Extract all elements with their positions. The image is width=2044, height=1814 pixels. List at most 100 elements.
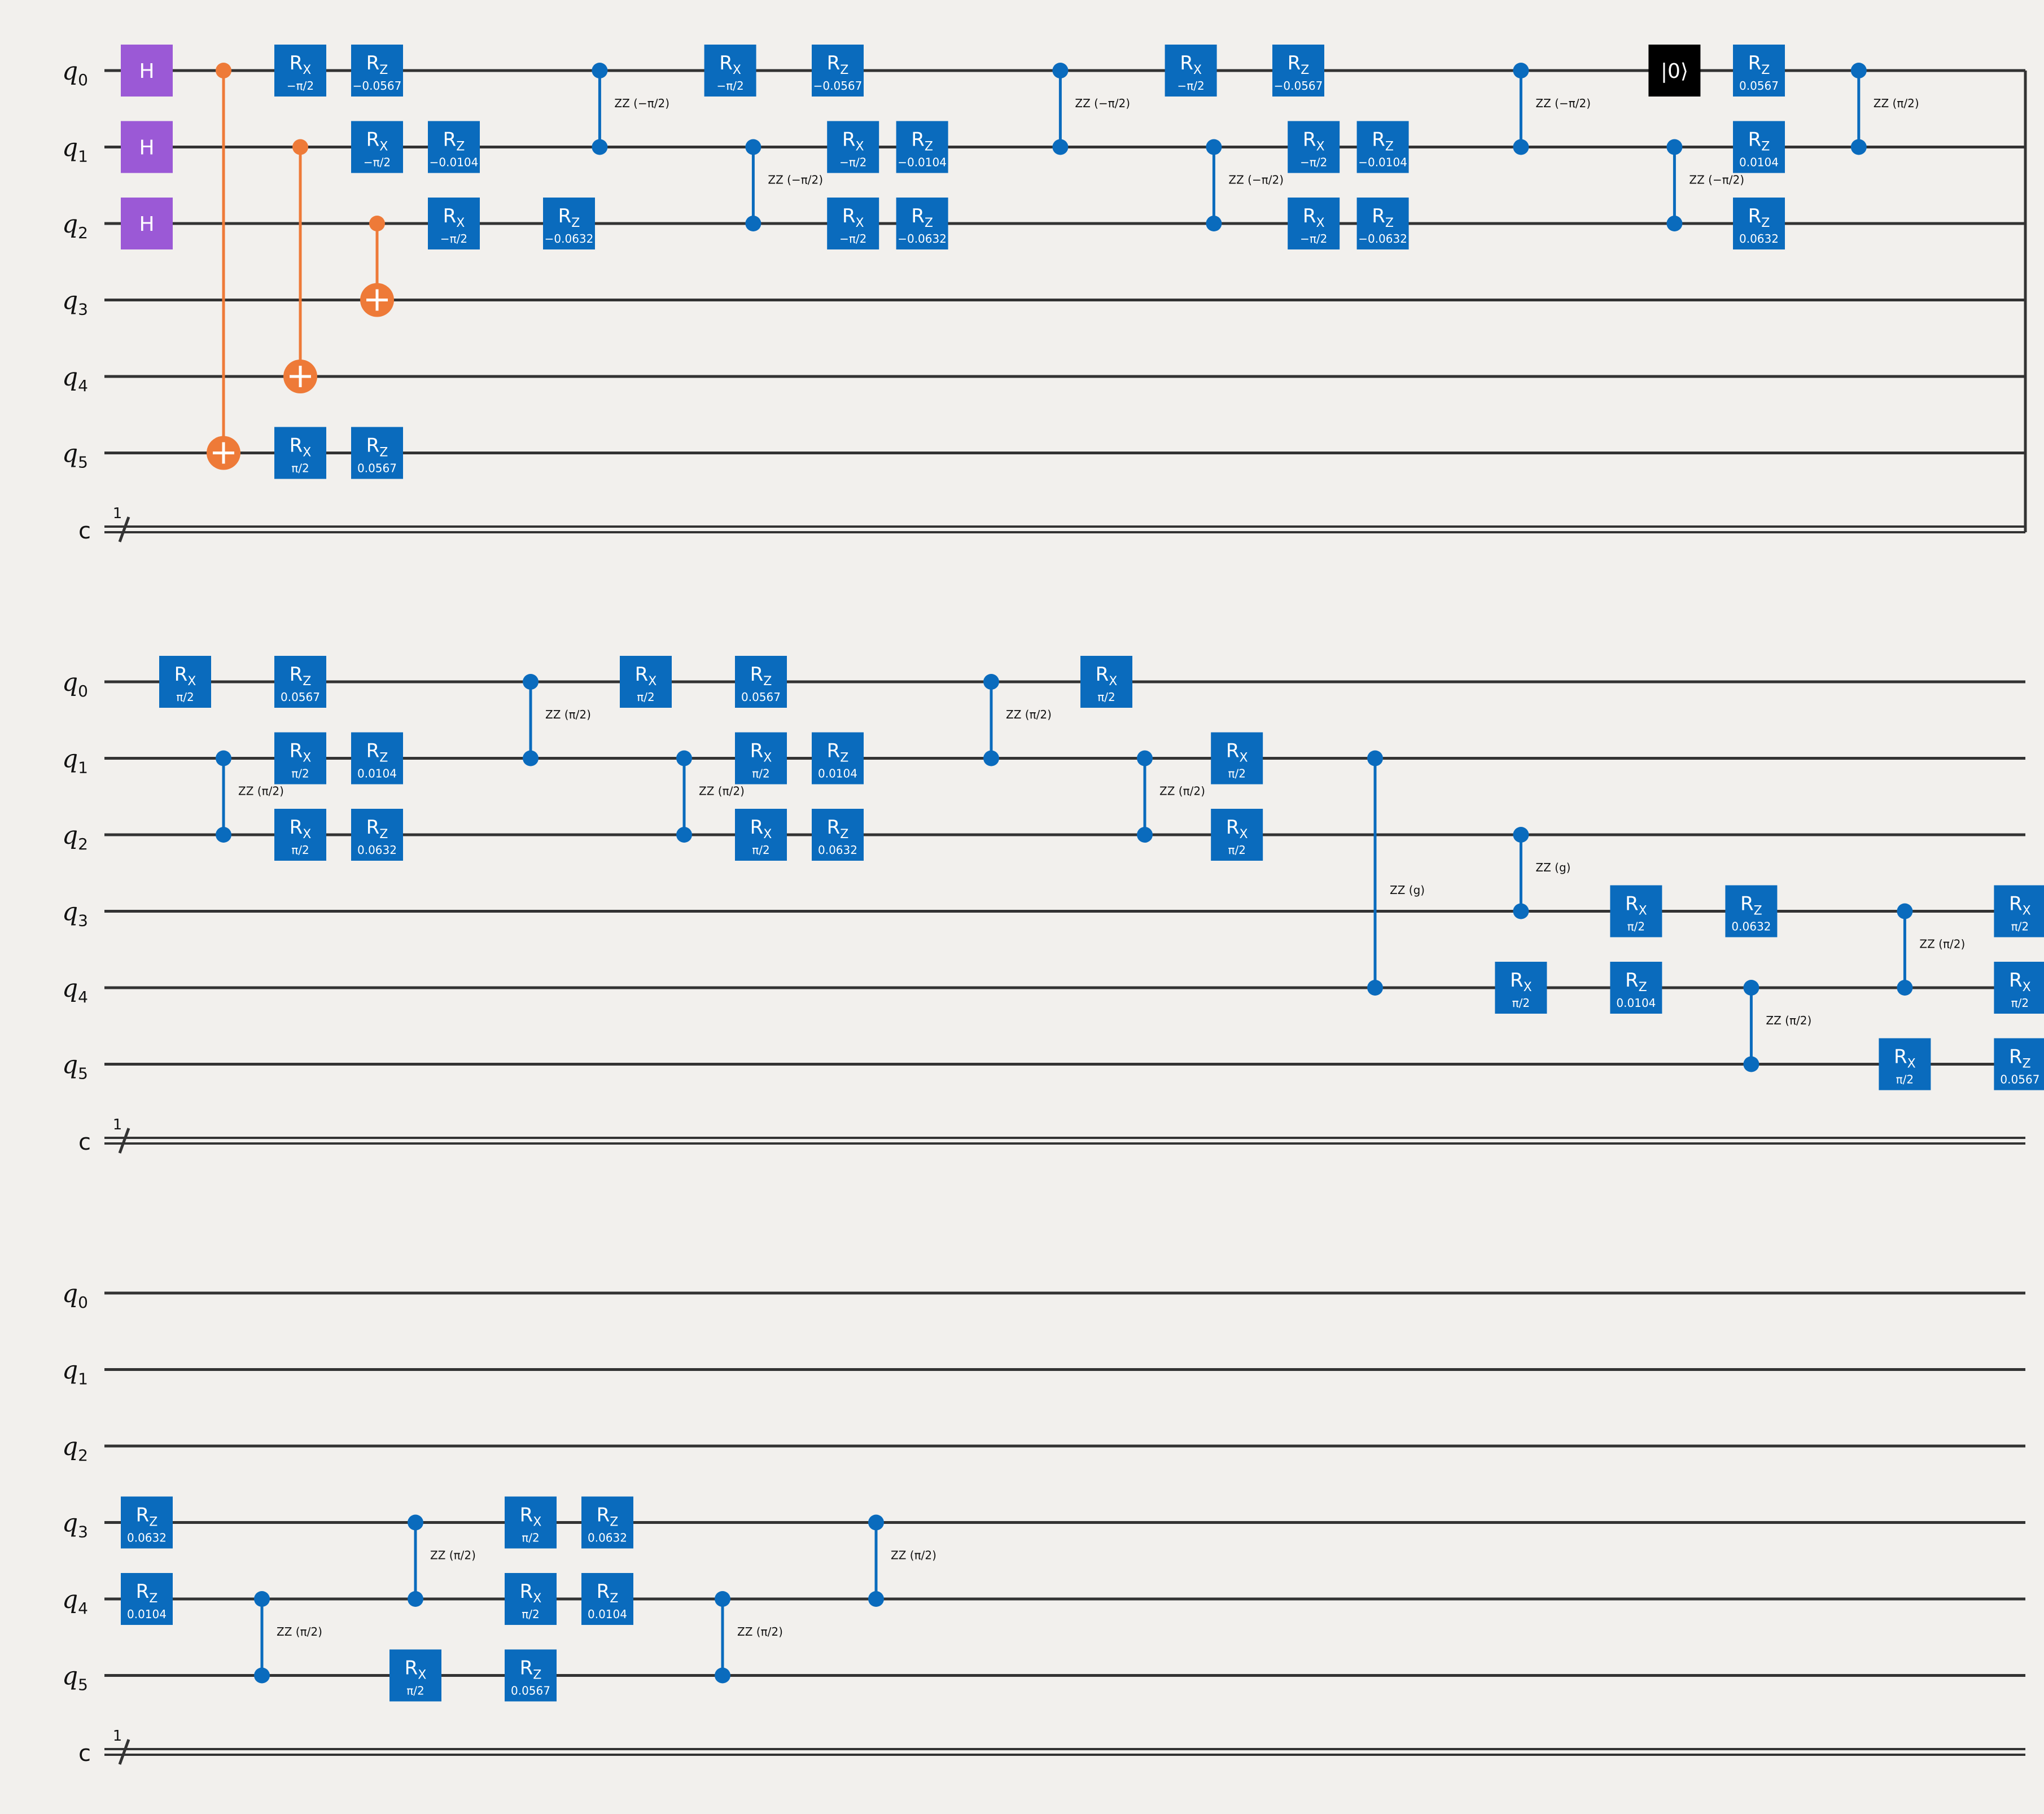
gate-name: RZ — [1748, 52, 1770, 77]
rx-gate: RX −π/2 — [1165, 45, 1217, 97]
rz-gate: RZ 0.0104 — [1733, 121, 1785, 173]
zz-label: ZZ (π/2) — [545, 708, 591, 721]
rx-gate: RX π/2 — [1211, 732, 1263, 785]
gate-param: −π/2 — [1177, 79, 1204, 93]
gate-box — [351, 45, 403, 97]
zz-gate: ZZ (π/2) — [408, 1514, 476, 1607]
gate-name: RZ — [366, 435, 388, 460]
gate-name: RX — [750, 740, 772, 765]
zz-label: ZZ (π/2) — [891, 1548, 936, 1562]
control-dot — [1666, 216, 1683, 231]
gate-param: π/2 — [1896, 1073, 1914, 1086]
control-dot — [254, 1667, 270, 1684]
gate-name: H — [139, 137, 154, 160]
qubit-label: q2 — [62, 210, 88, 242]
gate-param: π/2 — [522, 1531, 540, 1545]
gate-param: −π/2 — [1300, 156, 1327, 169]
gate-box — [1733, 45, 1785, 97]
gate-box — [1165, 45, 1217, 97]
gate-box — [1211, 732, 1263, 785]
gate-param: 0.0632 — [127, 1531, 167, 1545]
gate-name: RX — [290, 740, 312, 765]
gate-box — [274, 809, 326, 861]
qubit-label: q1 — [62, 745, 88, 777]
gate-name: RZ — [827, 52, 849, 77]
gate-box — [1610, 962, 1662, 1014]
gate-param: 0.0632 — [588, 1531, 627, 1545]
gate-box — [274, 45, 326, 97]
gate-box — [274, 656, 326, 708]
zz-label: ZZ (π/2) — [699, 784, 745, 798]
rx-gate: RX π/2 — [1879, 1038, 1931, 1090]
gate-param: 0.0567 — [741, 690, 781, 704]
gate-name: RX — [520, 1504, 542, 1530]
gate-box — [581, 1573, 633, 1625]
rz-gate: RZ −0.0567 — [351, 45, 403, 97]
gate-name: RZ — [290, 663, 312, 689]
gate-name: RX — [1303, 205, 1325, 230]
gate-param: −0.0104 — [898, 156, 947, 169]
gate-box — [351, 121, 403, 173]
gate-name: RX — [443, 205, 465, 230]
gate-param: −0.0567 — [353, 79, 402, 93]
zz-label: ZZ (−π/2) — [614, 97, 669, 110]
gate-param: 0.0632 — [1731, 920, 1771, 934]
gate-name: RX — [1180, 52, 1202, 77]
control-dot — [1206, 216, 1222, 231]
gate-param: −π/2 — [287, 79, 314, 93]
register-width: 1 — [113, 1116, 122, 1133]
gate-param: −0.0567 — [813, 79, 863, 93]
rx-gate: RX −π/2 — [428, 198, 480, 249]
rx-gate: RX −π/2 — [351, 121, 403, 173]
gate-param: −π/2 — [716, 79, 743, 93]
rx-gate: RX π/2 — [1994, 962, 2044, 1014]
gate-box — [121, 198, 173, 249]
cnot-gate — [283, 139, 317, 393]
rz-gate: RZ0.0632 — [351, 809, 403, 861]
control-dot — [983, 674, 999, 690]
control-dot — [1137, 750, 1153, 766]
gate-name: RZ — [366, 816, 388, 842]
zz-label: ZZ (g) — [1535, 861, 1570, 874]
gate-box — [543, 198, 595, 249]
gate-box — [389, 1649, 441, 1702]
control-dot — [1897, 903, 1913, 919]
gate-param: 0.0567 — [281, 690, 320, 704]
cnot-gate — [207, 63, 240, 470]
zz-label: ZZ (π/2) — [1006, 708, 1052, 721]
gate-name: RX — [2009, 969, 2031, 994]
control-dot — [1513, 827, 1529, 843]
zz-gate: ZZ (π/2) — [1897, 903, 1965, 996]
gate-box — [1725, 885, 1778, 937]
register-slash — [118, 1128, 130, 1154]
zz-label: ZZ (π/2) — [1766, 1014, 1811, 1027]
gate-name: RZ — [1372, 129, 1394, 154]
gate-param: π/2 — [291, 767, 309, 781]
gate-param: 0.0567 — [1739, 79, 1779, 93]
zz-label: ZZ (π/2) — [430, 1548, 476, 1562]
gate-box — [1288, 121, 1340, 173]
qubit-label: q3 — [62, 898, 88, 930]
control-dot — [254, 1591, 270, 1607]
rx-gate: RX π/2 — [1495, 962, 1547, 1014]
gate-name: RX — [719, 52, 741, 77]
zz-label: ZZ (−π/2) — [1535, 97, 1591, 110]
zz-label: ZZ (−π/2) — [768, 173, 823, 186]
zz-label: ZZ (π/2) — [1874, 97, 1919, 110]
control-dot — [408, 1591, 423, 1607]
zz-gate: ZZ (π/2) — [868, 1514, 936, 1607]
register-width: 1 — [113, 505, 122, 522]
rz-gate: RZ −0.0104 — [428, 121, 480, 173]
gate-name: RX — [520, 1580, 542, 1606]
rz-gate: RZ −0.0567 — [1272, 45, 1324, 97]
control-dot — [868, 1591, 884, 1607]
gate-box — [1733, 198, 1785, 249]
control-dot — [745, 139, 761, 155]
gate-box — [581, 1496, 633, 1549]
gate-box — [812, 809, 864, 861]
gate-param: 0.0567 — [511, 1684, 550, 1698]
gate-box — [620, 656, 672, 708]
gate-box — [505, 1573, 557, 1625]
zz-gate: ZZ (−π/2) — [1666, 139, 1744, 231]
